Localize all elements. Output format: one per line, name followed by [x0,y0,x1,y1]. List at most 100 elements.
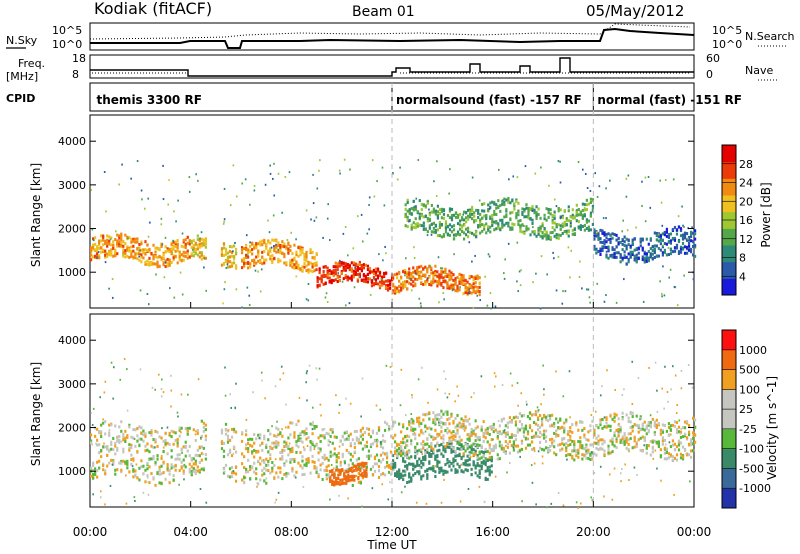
ytick-label-0: 1000 [58,465,86,478]
data-cell [496,434,499,438]
data-cell [687,443,691,447]
data-cell [251,248,254,252]
data-cell [563,426,566,430]
data-cell [263,249,266,253]
data-cell [333,447,336,451]
data-cell [464,216,468,220]
data-cell [647,421,650,425]
data-cell [279,245,282,249]
data-cell [651,252,654,256]
data-cell [474,285,477,289]
data-cell [387,429,390,432]
data-cell [400,474,403,478]
data-cell [342,265,345,269]
data-cell [338,261,341,265]
data-cell [289,447,292,451]
data-cell [410,479,413,483]
data-cell [485,213,488,217]
data-cell [110,243,113,247]
data-cell [338,264,341,268]
data-cell [661,232,664,236]
data-cell [438,418,441,422]
data-cell [414,277,417,281]
data-cell [122,239,125,243]
data-cell [259,290,262,293]
data-cell [460,456,463,460]
data-cell [408,267,411,271]
data-cell [230,262,234,266]
data-cell [517,201,520,205]
data-cell [520,447,524,451]
data-cell [593,247,596,251]
data-cell [456,428,459,432]
data-cell [440,469,443,473]
data-cell [577,208,580,212]
data-cell [601,442,604,446]
data-cell [466,454,469,458]
data-cell [327,439,330,443]
data-cell [571,456,574,460]
data-cell [432,277,435,281]
data-cell [110,236,113,240]
data-cell [489,217,491,220]
data-cell [271,261,274,265]
data-cell [297,254,300,258]
data-cell [271,469,274,473]
data-cell [273,238,276,242]
data-cell [406,444,409,448]
data-cell [92,468,95,472]
data-cell [420,459,423,463]
data-cell [578,275,581,278]
data-cell [691,386,694,389]
data-cell [687,241,691,245]
data-cell [232,429,236,433]
data-cell [228,255,232,259]
data-cell [93,239,95,242]
data-cell [692,278,695,281]
data-cell [110,361,113,364]
data-cell [524,165,527,168]
data-cell [549,444,552,448]
data-cell [412,421,415,425]
data-cell [263,466,266,470]
data-cell [673,448,677,452]
data-cell [147,493,150,496]
data-cell [372,272,376,276]
data-cell [466,286,469,290]
data-cell [418,457,421,461]
data-cell [531,205,534,209]
data-cell [418,265,421,269]
data-cell [352,275,355,279]
data-cell [418,215,421,219]
data-cell [396,472,399,476]
data-cell [375,438,379,442]
data-cell [410,439,413,443]
data-cell [577,225,580,229]
data-cell [295,238,297,241]
data-cell [341,481,344,485]
data-cell [194,241,197,245]
data-cell [454,432,457,436]
data-cell [416,463,419,467]
data-cell [248,304,251,307]
data-cell [112,462,115,466]
data-cell [615,245,618,249]
data-cell [649,255,652,259]
data-cell [462,237,466,241]
data-cell [417,159,420,162]
data-cell [590,451,593,454]
data-cell [493,220,496,224]
data-cell [486,426,489,430]
data-cell [533,208,536,212]
data-cell [318,271,321,275]
data-cell [106,244,109,248]
data-cell [589,211,593,215]
data-cell [448,207,452,211]
data-cell [524,424,528,428]
data-cell [398,284,401,288]
data-cell [136,240,139,244]
data-cell [196,234,199,238]
data-cell [202,429,205,433]
data-cell [555,289,558,292]
data-cell [661,251,664,255]
